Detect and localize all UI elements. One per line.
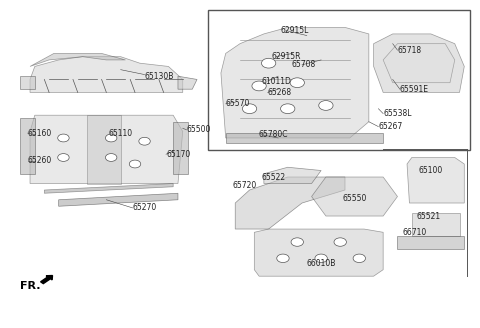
Text: 65718: 65718: [397, 46, 421, 55]
Circle shape: [129, 160, 141, 168]
Circle shape: [58, 154, 69, 161]
Text: 65550: 65550: [343, 194, 367, 203]
Text: 65521: 65521: [417, 212, 441, 220]
Circle shape: [319, 101, 333, 110]
Text: 65170: 65170: [166, 150, 190, 159]
FancyArrow shape: [41, 276, 52, 284]
Circle shape: [106, 134, 117, 142]
Polygon shape: [21, 76, 35, 89]
Circle shape: [58, 134, 69, 142]
Polygon shape: [373, 34, 464, 92]
Polygon shape: [221, 28, 369, 138]
Polygon shape: [44, 183, 173, 193]
Polygon shape: [87, 115, 120, 183]
Polygon shape: [21, 118, 35, 174]
Text: 65260: 65260: [28, 156, 52, 165]
Polygon shape: [30, 53, 125, 67]
Polygon shape: [264, 167, 321, 183]
Polygon shape: [30, 115, 183, 183]
Circle shape: [281, 104, 295, 113]
Polygon shape: [178, 76, 197, 89]
Polygon shape: [235, 177, 345, 229]
Circle shape: [353, 254, 365, 262]
Circle shape: [334, 238, 347, 246]
Polygon shape: [254, 229, 383, 276]
Text: 65268: 65268: [268, 88, 292, 97]
Circle shape: [290, 78, 304, 88]
Text: 66010B: 66010B: [307, 259, 336, 268]
Text: 65100: 65100: [419, 166, 443, 175]
Text: 62915L: 62915L: [281, 26, 309, 35]
Text: 65780C: 65780C: [258, 130, 288, 139]
Text: 65522: 65522: [262, 173, 286, 181]
Text: 65500: 65500: [187, 125, 211, 134]
Circle shape: [252, 81, 266, 91]
Polygon shape: [397, 236, 464, 249]
Polygon shape: [173, 122, 188, 174]
Polygon shape: [383, 44, 455, 83]
Text: FR.: FR.: [21, 281, 41, 291]
Circle shape: [106, 154, 117, 161]
Text: 61011D: 61011D: [262, 76, 291, 86]
Text: 65110: 65110: [109, 129, 133, 138]
Text: 65720: 65720: [233, 181, 257, 190]
Text: 65267: 65267: [378, 122, 403, 131]
Polygon shape: [226, 133, 383, 143]
Polygon shape: [407, 157, 464, 203]
Text: 65538L: 65538L: [383, 109, 412, 118]
Polygon shape: [30, 57, 183, 92]
Circle shape: [242, 104, 257, 113]
Polygon shape: [412, 213, 459, 236]
Text: 62915R: 62915R: [271, 52, 300, 61]
Polygon shape: [312, 177, 397, 216]
Circle shape: [291, 238, 303, 246]
Polygon shape: [59, 193, 178, 206]
Text: 65160: 65160: [28, 129, 52, 138]
Text: 65591E: 65591E: [400, 85, 429, 94]
FancyBboxPatch shape: [208, 10, 470, 150]
Text: 65130B: 65130B: [144, 72, 174, 81]
Circle shape: [277, 254, 289, 262]
Circle shape: [262, 58, 276, 68]
Text: 65270: 65270: [132, 203, 157, 213]
Circle shape: [139, 137, 150, 145]
Text: 66710: 66710: [402, 228, 427, 237]
Circle shape: [315, 254, 327, 262]
Text: 65708: 65708: [291, 60, 315, 69]
Text: 65570: 65570: [226, 99, 250, 108]
